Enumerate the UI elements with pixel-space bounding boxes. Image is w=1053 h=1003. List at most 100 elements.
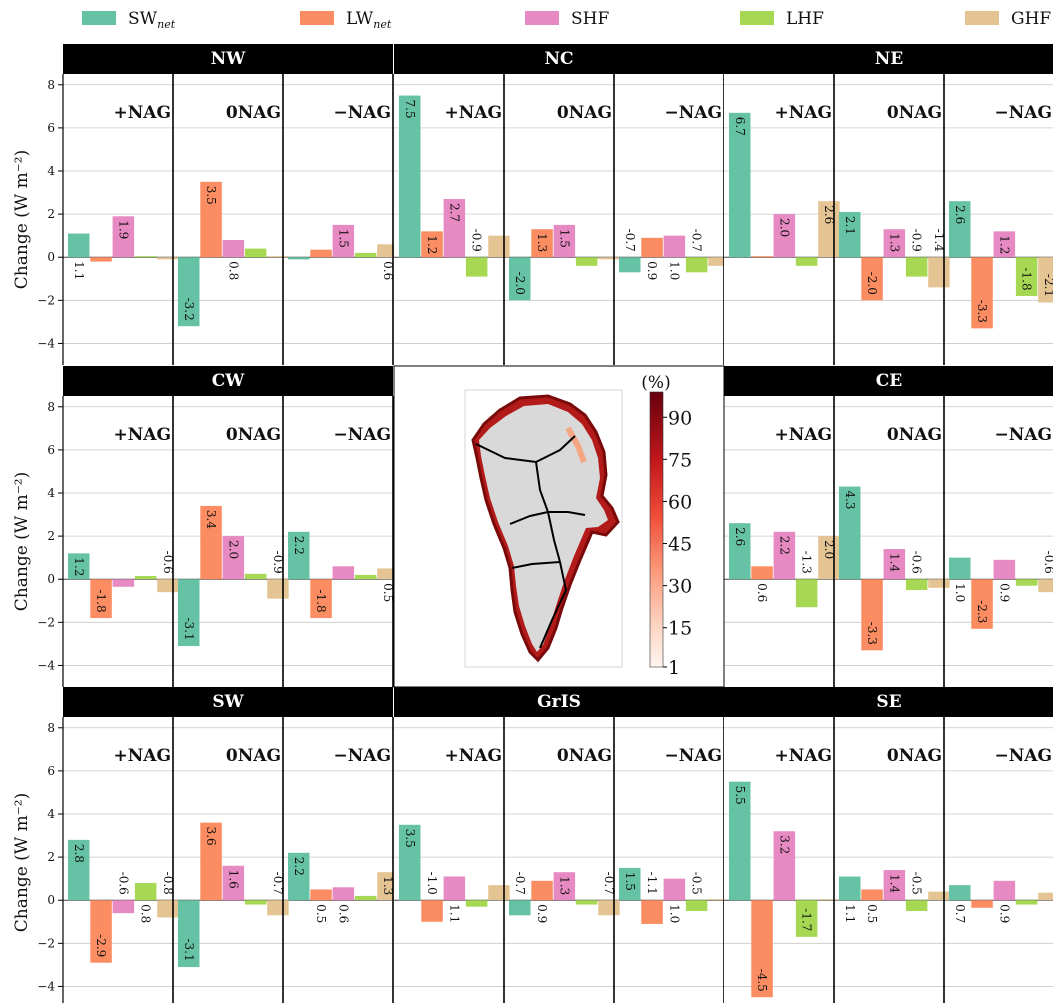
scenario-label: −NAG: [334, 103, 392, 123]
bar: [598, 900, 620, 916]
bar: [68, 553, 90, 580]
bar: [178, 257, 200, 327]
bar: [949, 201, 971, 258]
greenland-coast-highlight: [565, 426, 587, 464]
drainage-divide: [509, 511, 549, 525]
bar-value-label: -0.5: [910, 872, 924, 895]
bar: [905, 257, 928, 277]
drainage-divide: [539, 561, 568, 649]
legend-label: GHF: [1011, 9, 1051, 29]
bar-value-label: -0.6: [1042, 551, 1053, 574]
y-tick-label: 2: [47, 207, 55, 221]
y-tick-label: −2: [37, 936, 55, 950]
bar-value-label: -0.7: [623, 229, 637, 252]
bar-value-label: 3.5: [204, 186, 218, 205]
bar-value-label: 0.5: [865, 904, 879, 923]
colorbar-tick-label: 30: [668, 576, 692, 598]
bar-value-label: -2.0: [513, 272, 527, 295]
panel-header: [724, 44, 1053, 74]
y-axis-label: Change (W m⁻²): [12, 150, 32, 289]
bar: [509, 900, 531, 916]
panel-se: SE +NAG 5.5 -4.5 3.2 -1.7 0NAG 1.1 0.5 1.4 -0.5 −NA…: [724, 687, 1053, 1003]
bar-value-label: -1.3: [800, 551, 814, 574]
y-tick-label: 0: [47, 250, 55, 264]
bar-value-label: 1.5: [557, 229, 571, 248]
bar: [178, 579, 200, 647]
bar-value-label: -1.1: [645, 872, 659, 895]
bar: [861, 579, 883, 651]
bar: [773, 531, 796, 580]
panel-nc: NC +NAG 7.5 1.2 2.7 -0.9 0NAG -2.0 1.3 1.5 −NAG -0.…: [394, 44, 730, 365]
bar: [332, 887, 355, 901]
bar: [861, 889, 883, 901]
bar-value-label: 2.0: [777, 218, 791, 237]
bar-value-label: 0.8: [226, 261, 240, 280]
bar: [200, 822, 222, 901]
bar: [112, 579, 135, 587]
bar: [1038, 257, 1053, 303]
y-tick-label: 8: [47, 78, 55, 92]
bar: [332, 566, 355, 580]
bar: [178, 900, 200, 968]
bar-value-label: 0.9: [535, 904, 549, 923]
bar-value-label: -1.8: [314, 589, 328, 612]
bar-value-label: 5.5: [733, 786, 747, 805]
bar: [244, 248, 267, 258]
bar: [1015, 579, 1038, 586]
scenario-label: 0NAG: [557, 746, 612, 766]
legend-label: LWnet: [346, 9, 392, 31]
panel-header: [63, 44, 393, 74]
panel-header: [394, 687, 724, 717]
bar: [883, 229, 906, 258]
y-tick-label: 4: [47, 164, 55, 178]
bar-value-label: -1.4: [932, 229, 946, 253]
bar-value-label: 1.4: [887, 874, 901, 893]
y-tick-label: 4: [47, 486, 55, 500]
bar-value-label: 1.3: [887, 233, 901, 252]
bar: [267, 579, 289, 599]
bar-value-label: -2.9: [94, 934, 108, 957]
bar: [839, 486, 861, 580]
bar-value-label: -0.7: [690, 229, 704, 252]
y-tick-label: 6: [47, 121, 55, 135]
colorbar-tick-label: 90: [668, 407, 692, 429]
bar-value-label: 0.9: [997, 583, 1011, 602]
bar: [883, 870, 906, 901]
y-tick-label: 4: [47, 807, 55, 821]
colorbar-tick-label: 75: [668, 449, 692, 471]
y-tick-label: 0: [47, 893, 55, 907]
bar: [531, 229, 553, 258]
bar-value-label: 0.9: [645, 261, 659, 280]
panel-background: [394, 717, 724, 1003]
scenario-label: 0NAG: [226, 425, 281, 445]
scenario-label: +NAG: [114, 746, 172, 766]
bar: [839, 876, 861, 901]
y-axis-label: Change (W m⁻²): [12, 793, 32, 932]
bar: [993, 559, 1016, 580]
bar: [949, 557, 971, 580]
bar: [399, 95, 421, 258]
scenario-label: 0NAG: [226, 746, 281, 766]
bar: [575, 900, 598, 905]
bar: [641, 900, 663, 924]
panel-title: NC: [544, 49, 573, 69]
bar: [619, 257, 641, 273]
bar: [509, 257, 531, 301]
bar-value-label: -0.8: [161, 872, 175, 895]
bar-value-label: 1.0: [667, 904, 681, 923]
bar-value-label: -0.7: [513, 872, 527, 895]
panel-grid: NW −4 −2 0 2 4 6 8 Change (W m⁻²) +NAG 1.1 1.9 0NAG -…: [12, 44, 1053, 1003]
panel-header: [63, 687, 393, 717]
bar-value-label: 2.2: [292, 536, 306, 555]
bar-value-label: 1.5: [336, 229, 350, 248]
bar: [663, 235, 686, 258]
y-tick-label: −2: [37, 293, 55, 307]
bar: [575, 257, 598, 266]
bar: [729, 781, 751, 901]
panel-header: [724, 687, 1053, 717]
y-tick-label: 6: [47, 764, 55, 778]
scenario-label: 0NAG: [887, 746, 942, 766]
bar: [708, 899, 730, 901]
panel-title: SE: [876, 692, 901, 712]
bar: [465, 257, 488, 277]
